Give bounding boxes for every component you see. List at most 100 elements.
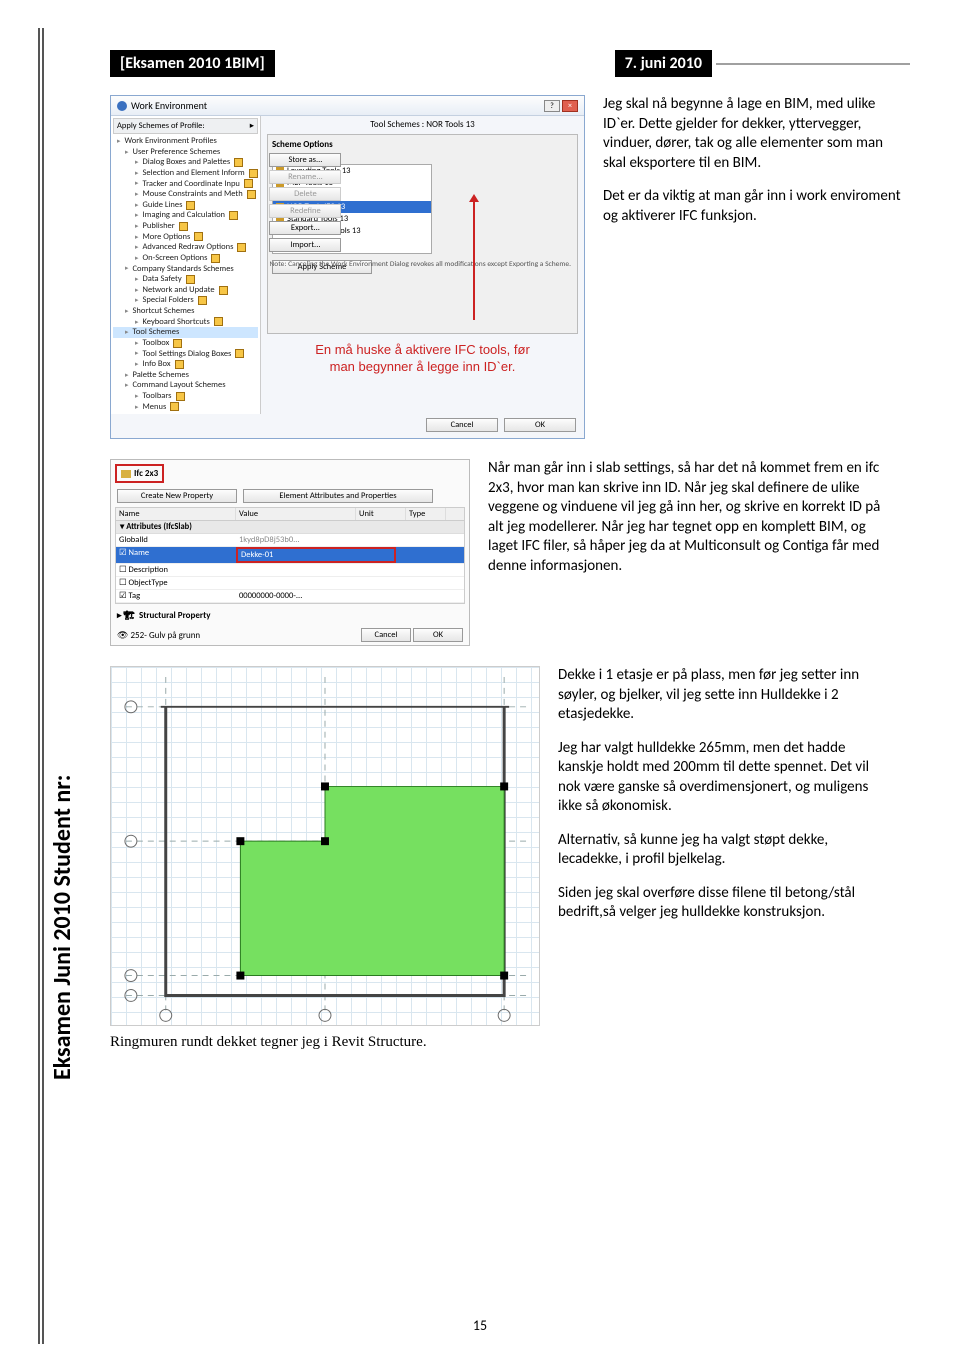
close-button[interactable]: ×: [562, 100, 578, 112]
table-row[interactable]: Description: [116, 564, 464, 577]
table-row[interactable]: ObjectType: [116, 577, 464, 590]
tree-info[interactable]: Info Box: [113, 359, 258, 370]
view-selector[interactable]: 252- Gulv på grunn: [117, 630, 200, 641]
text-block-3: Dekke i 1 etasje er på plass, men før je…: [558, 666, 888, 937]
scheme-options-panel: Scheme Options Stored Schemes: Layouting…: [267, 134, 578, 334]
dialog-titlebar: Work Environment ? ×: [111, 96, 584, 116]
col-value: Value: [236, 508, 356, 520]
header-rule: [716, 63, 910, 65]
folder-icon: [121, 470, 131, 478]
header-left: [Eksamen 2010 1BIM]: [110, 50, 275, 77]
tree-menus[interactable]: Menus: [113, 402, 258, 413]
tree-selection[interactable]: Selection and Element Inform: [113, 168, 258, 179]
slab-settings-dialog: Ifc 2x3 Create New Property Element Attr…: [110, 459, 470, 646]
scheme-buttons: Store as... Rename... Delete Redefine Ex…: [269, 153, 571, 269]
tree-tracker[interactable]: Tracker and Coordinate Inpu: [113, 179, 258, 190]
table-header-row: Name Value Unit Type: [116, 508, 464, 521]
chevron-right-icon: ▸: [250, 121, 254, 131]
cancel-button[interactable]: Cancel: [361, 628, 411, 642]
table-row[interactable]: Tag00000000-0000-...: [116, 590, 464, 603]
plan-caption: Ringmuren rundt dekket tegner jeg i Revi…: [110, 1034, 540, 1051]
attributes-group-header: ▾ Attributes (IfcSlab): [116, 521, 464, 534]
floor-plan-diagram: [110, 666, 540, 1026]
window-buttons: ? ×: [544, 100, 578, 112]
section-slab-settings: Ifc 2x3 Create New Property Element Attr…: [110, 459, 910, 646]
cancel-button[interactable]: Cancel: [426, 418, 498, 432]
dialog-footer: Cancel OK: [111, 414, 584, 438]
tree-shortcut[interactable]: Shortcut Schemes: [113, 306, 258, 317]
tree-user-pref[interactable]: User Preference Schemes: [113, 147, 258, 158]
table-row-selected[interactable]: NameDekke-01: [116, 547, 464, 564]
tree-keyboard[interactable]: Keyboard Shortcuts: [113, 317, 258, 328]
paragraph: Dekke i 1 etasje er på plass, men før je…: [558, 666, 888, 725]
scheme-options-label: Scheme Options: [272, 139, 573, 150]
section-plan: Ringmuren rundt dekket tegner jeg i Revi…: [110, 666, 910, 1051]
plan-column: Ringmuren rundt dekket tegner jeg i Revi…: [110, 666, 540, 1051]
import-button[interactable]: Import...: [269, 238, 341, 252]
col-unit: Unit: [356, 508, 406, 520]
attributes-table: Name Value Unit Type ▾ Attributes (IfcSl…: [115, 507, 465, 604]
apply-profile-label: Apply Schemes of Profile:: [117, 121, 205, 131]
tree-company[interactable]: Company Standards Schemes: [113, 264, 258, 275]
delete-button: Delete: [269, 187, 341, 201]
tool-scheme-header: Tool Schemes : NOR Tools 13: [267, 119, 578, 130]
ifc-activate-note: En må huske å aktivere IFC tools, før ma…: [313, 342, 533, 376]
table-row[interactable]: GlobalId1kyd8pD8j53b0...: [116, 534, 464, 547]
globe-icon: [117, 101, 127, 111]
tree-network[interactable]: Network and Update: [113, 285, 258, 296]
tree-special[interactable]: Special Folders: [113, 295, 258, 306]
page-margin-rule: [38, 28, 44, 1344]
paragraph: Jeg har valgt hulldekke 265mm, men det h…: [558, 739, 888, 817]
export-button[interactable]: Export...: [269, 221, 341, 235]
tree-dialogs[interactable]: Dialog Boxes and Palettes: [113, 157, 258, 168]
tree-data-safety[interactable]: Data Safety: [113, 274, 258, 285]
apply-profile-row[interactable]: Apply Schemes of Profile: ▸: [113, 118, 258, 134]
text-block-2: Når man går inn i slab settings, så har …: [488, 459, 888, 590]
create-new-property-button[interactable]: Create New Property: [117, 489, 237, 503]
page-number: 15: [473, 1317, 487, 1334]
tree-guide[interactable]: Guide Lines: [113, 200, 258, 211]
text-block-1: Jeg skal nå begynne å lage en BIM, med u…: [603, 95, 903, 439]
callout-arrow: [473, 200, 475, 320]
tree-onscreen[interactable]: On-Screen Options: [113, 253, 258, 264]
ifc-version-box: Ifc 2x3: [115, 464, 164, 483]
structural-property-row[interactable]: ▸ 🏗 Structural Property: [111, 606, 469, 625]
tree-toolbox[interactable]: Toolbox: [113, 338, 258, 349]
tree-root[interactable]: Work Environment Profiles: [113, 136, 258, 147]
structural-icon: ▸ 🏗: [117, 610, 135, 621]
tree-tool-schemes[interactable]: Tool Schemes: [113, 327, 258, 338]
help-button[interactable]: ?: [544, 100, 560, 112]
header-bar: [Eksamen 2010 1BIM] 7. juni 2010: [110, 50, 910, 77]
tree-tool-settings[interactable]: Tool Settings Dialog Boxes: [113, 349, 258, 360]
ifc-version-label: Ifc 2x3: [134, 468, 158, 479]
tree-more[interactable]: More Options: [113, 232, 258, 243]
ok-button[interactable]: OK: [504, 418, 576, 432]
paragraph: Alternativ, så kunne jeg ha valgt støpt …: [558, 831, 888, 870]
left-tree-panel: Apply Schemes of Profile: ▸ Work Environm…: [111, 116, 261, 414]
paragraph: Jeg skal nå begynne å lage en BIM, med u…: [603, 95, 903, 173]
slab-dialog-footer: 252- Gulv på grunn Cancel OK: [111, 625, 469, 645]
tree-toolbars[interactable]: Toolbars: [113, 391, 258, 402]
tree-mouse[interactable]: Mouse Constraints and Meth: [113, 189, 258, 200]
element-attributes-button[interactable]: Element Attributes and Properties: [243, 489, 433, 503]
ok-button[interactable]: OK: [413, 628, 463, 642]
work-environment-dialog: Work Environment ? × Apply Schemes of Pr…: [110, 95, 585, 439]
structural-label: Structural Property: [139, 610, 210, 621]
tree-command[interactable]: Command Layout Schemes: [113, 380, 258, 391]
profile-tree[interactable]: Work Environment Profiles User Preferenc…: [113, 136, 258, 412]
vertical-title: Eksamen Juni 2010 Student nr:: [48, 775, 77, 1080]
rename-button: Rename...: [269, 170, 341, 184]
section-work-env: Work Environment ? × Apply Schemes of Pr…: [110, 95, 910, 439]
paragraph: Siden jeg skal overføre disse filene til…: [558, 884, 888, 923]
tree-palette[interactable]: Palette Schemes: [113, 370, 258, 381]
tree-imaging[interactable]: Imaging and Calculation: [113, 210, 258, 221]
plan-svg: [111, 667, 539, 1025]
dialog-title: Work Environment: [131, 99, 207, 112]
col-name: Name: [116, 508, 236, 520]
header-right: 7. juni 2010: [615, 50, 712, 77]
tree-redraw[interactable]: Advanced Redraw Options: [113, 242, 258, 253]
page-content: [Eksamen 2010 1BIM] 7. juni 2010 Work En…: [110, 50, 910, 1071]
store-as-button[interactable]: Store as...: [269, 153, 341, 167]
tree-publisher[interactable]: Publisher: [113, 221, 258, 232]
cancel-note: Note: Canceling the Work Environment Dia…: [269, 261, 571, 269]
